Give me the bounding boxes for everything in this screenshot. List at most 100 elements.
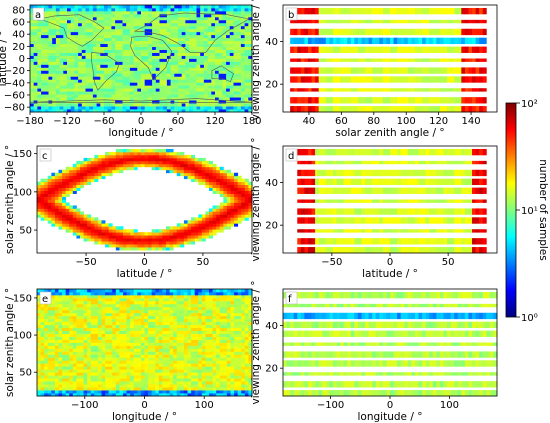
heatmap-cell	[203, 37, 208, 42]
heatmap-cell	[111, 19, 116, 24]
heatmap-cell	[318, 160, 323, 165]
heatmap-cell	[126, 154, 131, 159]
heatmap-cell	[170, 7, 175, 12]
heatmap-cell	[51, 211, 56, 215]
heatmap-cell	[105, 235, 110, 239]
heatmap-cell	[80, 220, 84, 224]
heatmap-cell	[126, 55, 131, 59]
x-tick-label: 0	[138, 116, 144, 127]
heatmap-cell	[192, 22, 197, 27]
heatmap-cell	[248, 34, 253, 39]
heatmap-cell	[300, 97, 305, 101]
heatmap-cell	[432, 10, 437, 15]
heatmap-cell	[397, 76, 402, 80]
heatmap-cell	[304, 106, 309, 110]
heatmap-cell	[85, 61, 90, 65]
heatmap-cell	[464, 19, 469, 24]
heatmap-cell	[300, 190, 305, 194]
heatmap-cell	[148, 37, 153, 42]
heatmap-cell	[115, 157, 120, 162]
heatmap-cell	[52, 31, 57, 36]
heatmap-cell	[33, 5, 38, 9]
heatmap-cell	[390, 67, 394, 71]
heatmap-cell	[92, 5, 97, 9]
heatmap-cell	[439, 19, 444, 24]
heatmap-cell	[87, 232, 92, 236]
heatmap-cell	[174, 31, 179, 36]
heatmap-cell	[78, 73, 83, 77]
heatmap-cell	[176, 169, 181, 174]
heatmap-cell	[203, 91, 208, 95]
heatmap-cell	[137, 154, 142, 159]
heatmap-cell	[233, 13, 238, 18]
heatmap-cell	[65, 184, 70, 189]
heatmap-cell	[209, 208, 213, 212]
heatmap-cell	[170, 10, 175, 15]
heatmap-cell	[72, 175, 77, 180]
heatmap-cell	[141, 52, 146, 56]
heatmap-cell	[96, 82, 101, 86]
heatmap-cell	[322, 79, 327, 83]
heatmap-cell	[148, 88, 153, 92]
heatmap-cell	[141, 49, 146, 53]
heatmap-cell	[407, 70, 412, 74]
heatmap-cell	[400, 109, 405, 113]
heatmap-cell	[368, 100, 373, 104]
heatmap-cell	[414, 109, 419, 113]
heatmap-cell	[304, 199, 309, 203]
heatmap-cell	[115, 25, 120, 30]
heatmap-cell	[343, 241, 348, 245]
heatmap-cell	[475, 19, 480, 24]
heatmap-cell	[189, 31, 194, 36]
heatmap-cell	[414, 247, 419, 251]
heatmap-cell	[336, 238, 341, 242]
heatmap-cell	[318, 208, 323, 212]
heatmap-cell	[48, 61, 53, 65]
heatmap-cell	[133, 106, 138, 110]
heatmap-cell	[241, 211, 246, 215]
heatmap-cell	[178, 97, 183, 101]
heatmap-cell	[72, 211, 77, 215]
heatmap-cell	[211, 25, 216, 30]
heatmap-cell	[329, 169, 334, 174]
heatmap-cell	[223, 220, 228, 224]
heatmap-cell	[163, 106, 168, 110]
heatmap-cell	[450, 46, 455, 50]
heatmap-cell	[115, 43, 120, 48]
heatmap-cell	[418, 238, 423, 242]
heatmap-cell	[62, 175, 67, 180]
heatmap-cell	[83, 223, 88, 227]
heatmap-cell	[233, 19, 238, 24]
x-tick-label: −180	[16, 116, 43, 127]
heatmap-cell	[411, 19, 416, 24]
heatmap-cell	[144, 34, 149, 39]
heatmap-cell	[414, 10, 419, 15]
heatmap-cell	[122, 31, 127, 36]
heatmap-cell	[215, 58, 220, 62]
heatmap-cell	[315, 100, 320, 104]
heatmap-cell	[89, 28, 94, 33]
heatmap-cell	[322, 28, 327, 33]
heatmap-cell	[187, 157, 192, 162]
heatmap-cell	[152, 73, 157, 77]
heatmap-cell	[92, 7, 97, 12]
heatmap-cell	[422, 160, 427, 165]
heatmap-cell	[482, 100, 487, 104]
heatmap-cell	[340, 160, 345, 165]
heatmap-cell	[192, 109, 197, 113]
heatmap-cell	[329, 76, 334, 80]
heatmap-cell	[185, 109, 190, 113]
heatmap-cell	[443, 70, 448, 74]
heatmap-cell	[307, 211, 312, 215]
heatmap-cell	[178, 109, 183, 113]
heatmap-cell	[118, 52, 123, 56]
heatmap-cell	[126, 163, 131, 168]
heatmap-cell	[152, 37, 157, 42]
heatmap-cell	[112, 157, 117, 162]
heatmap-cell	[69, 214, 74, 218]
heatmap-cell	[62, 172, 67, 177]
heatmap-cell	[397, 187, 402, 191]
heatmap-cell	[189, 43, 194, 48]
heatmap-cell	[100, 103, 105, 107]
